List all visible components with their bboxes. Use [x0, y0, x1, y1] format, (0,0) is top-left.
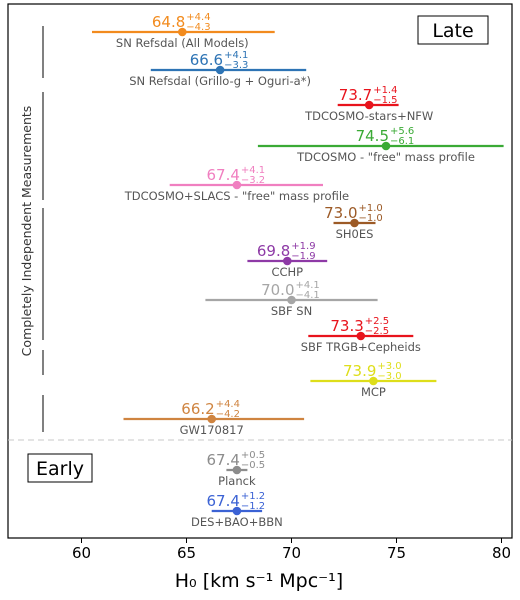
- minus-error-label: −1.5: [373, 95, 397, 106]
- measurement: 73.0 +1.0−1.0 SH0ES: [324, 203, 383, 241]
- plus-error-label: +1.0: [359, 203, 383, 214]
- value-label: 73.0: [324, 204, 357, 222]
- point-marker: [381, 141, 391, 151]
- plot-area: [7, 3, 513, 539]
- measurement: 66.6 +4.1−3.3 SN Refsdal (Grillo-g + Oguri…: [129, 50, 311, 88]
- minus-error-label: −3.0: [377, 371, 401, 382]
- measurement: 67.4 +4.1−3.2 TDCOSMO+SLACS - "free" mass …: [124, 165, 349, 203]
- measurement: 70.0 +4.1−4.1 SBF SN: [205, 280, 378, 318]
- measurement: 64.8 +4.4−4.3 SN Refsdal (All Models): [92, 12, 275, 50]
- measurement-name: DES+BAO+BBN: [191, 515, 283, 529]
- value-label: 66.6: [190, 51, 223, 69]
- x-axis-label: H₀ [km s⁻¹ Mpc⁻¹]: [175, 570, 343, 592]
- measurement: 73.9 +3.0−3.0 MCP: [310, 361, 437, 399]
- value-label: 67.4: [206, 451, 239, 469]
- plus-error-label: +4.4: [186, 12, 210, 23]
- measurement-name: SN Refsdal (All Models): [116, 36, 249, 50]
- minus-error-label: −1.9: [291, 251, 315, 262]
- measurement: 73.3 +2.5−2.5 SBF TRGB+Cepheids: [301, 316, 421, 354]
- minus-error-label: −4.1: [296, 290, 320, 301]
- plus-error-label: +1.2: [241, 491, 265, 502]
- measurements: 64.8 +4.4−4.3SN Refsdal (All Models)66.6 +…: [92, 12, 504, 529]
- minus-error-label: −1.2: [241, 501, 265, 512]
- minus-error-label: −0.5: [241, 460, 265, 471]
- minus-error-label: −3.3: [224, 60, 248, 71]
- point-marker: [356, 331, 366, 341]
- point-marker: [232, 180, 242, 190]
- point-marker: [232, 465, 242, 475]
- measurement-name: SBF TRGB+Cepheids: [301, 340, 421, 354]
- plus-error-label: +4.1: [296, 280, 320, 291]
- late-label: Late: [432, 20, 473, 42]
- measurement-name: SN Refsdal (Grillo-g + Oguri-a*): [129, 74, 311, 88]
- value-label: 66.2: [181, 400, 214, 418]
- value-label: 73.9: [343, 362, 376, 380]
- measurement-name: TDCOSMO - "free" mass profile: [296, 150, 475, 164]
- measurement: 74.5 +5.6−6.1 TDCOSMO - "free" mass profil…: [257, 126, 504, 164]
- plus-error-label: +0.5: [241, 450, 265, 461]
- x-tick-label: 70: [282, 544, 301, 562]
- plus-error-label: +3.0: [377, 361, 401, 372]
- measurement-name: Planck: [218, 474, 256, 488]
- x-tick-label: 80: [492, 544, 511, 562]
- measurement: 67.4 +0.5−0.5 Planck: [206, 450, 265, 488]
- plus-error-label: +1.4: [373, 85, 397, 96]
- measurement-name: SH0ES: [336, 227, 374, 241]
- plus-error-label: +2.5: [365, 316, 389, 327]
- measurement-name: CCHP: [271, 265, 303, 279]
- point-marker: [215, 65, 225, 75]
- measurement-name: TDCOSMO+SLACS - "free" mass profile: [124, 189, 349, 203]
- early-label: Early: [36, 458, 84, 480]
- point-marker: [283, 256, 292, 266]
- value-label: 74.5: [356, 127, 389, 145]
- minus-error-label: −3.2: [241, 175, 265, 186]
- point-marker: [232, 506, 242, 516]
- early-label-box: Early: [27, 453, 93, 483]
- minus-error-label: −1.0: [359, 213, 383, 224]
- plus-error-label: +1.9: [291, 241, 315, 252]
- measurement: 66.2 +4.4−4.2 GW170817: [123, 399, 305, 437]
- minus-error-label: −4.3: [186, 22, 210, 33]
- value-label: 64.8: [152, 13, 185, 31]
- minus-error-label: −6.1: [390, 136, 414, 147]
- value-label: 73.3: [330, 317, 363, 335]
- point-marker: [350, 218, 359, 228]
- x-tick-label: 75: [387, 544, 406, 562]
- point-marker: [369, 376, 378, 386]
- late-label-box: Late: [417, 15, 489, 45]
- x-tick-label: 65: [177, 544, 196, 562]
- value-label: 69.8: [257, 242, 290, 260]
- plus-error-label: +4.4: [216, 399, 240, 410]
- plus-error-label: +4.1: [224, 50, 248, 61]
- plus-error-label: +4.1: [241, 165, 265, 176]
- value-label: 70.0: [261, 281, 294, 299]
- measurement: 69.8 +1.9−1.9 CCHP: [247, 241, 328, 279]
- measurement-name: TDCOSMO-stars+NFW: [304, 109, 433, 123]
- value-label: 67.4: [206, 492, 239, 510]
- side-label: Completely Independent Measurements: [19, 106, 34, 357]
- measurement: 67.4 +1.2−1.2 DES+BAO+BBN: [191, 491, 283, 529]
- point-marker: [178, 27, 187, 37]
- point-marker: [287, 295, 296, 305]
- value-label: 67.4: [206, 166, 239, 184]
- plus-error-label: +5.6: [390, 126, 414, 137]
- measurement-name: SBF SN: [271, 304, 312, 318]
- point-marker: [207, 414, 216, 424]
- value-label: 73.7: [339, 86, 372, 104]
- x-axis: 60 65 70 75 80: [72, 538, 511, 562]
- x-tick-label: 60: [72, 544, 91, 562]
- minus-error-label: −2.5: [365, 326, 389, 337]
- minus-error-label: −4.2: [216, 409, 240, 420]
- measurement-name: MCP: [361, 385, 386, 399]
- measurement: 73.7 +1.4−1.5 TDCOSMO-stars+NFW: [304, 85, 433, 123]
- point-marker: [364, 100, 374, 110]
- measurement-name: GW170817: [180, 423, 244, 437]
